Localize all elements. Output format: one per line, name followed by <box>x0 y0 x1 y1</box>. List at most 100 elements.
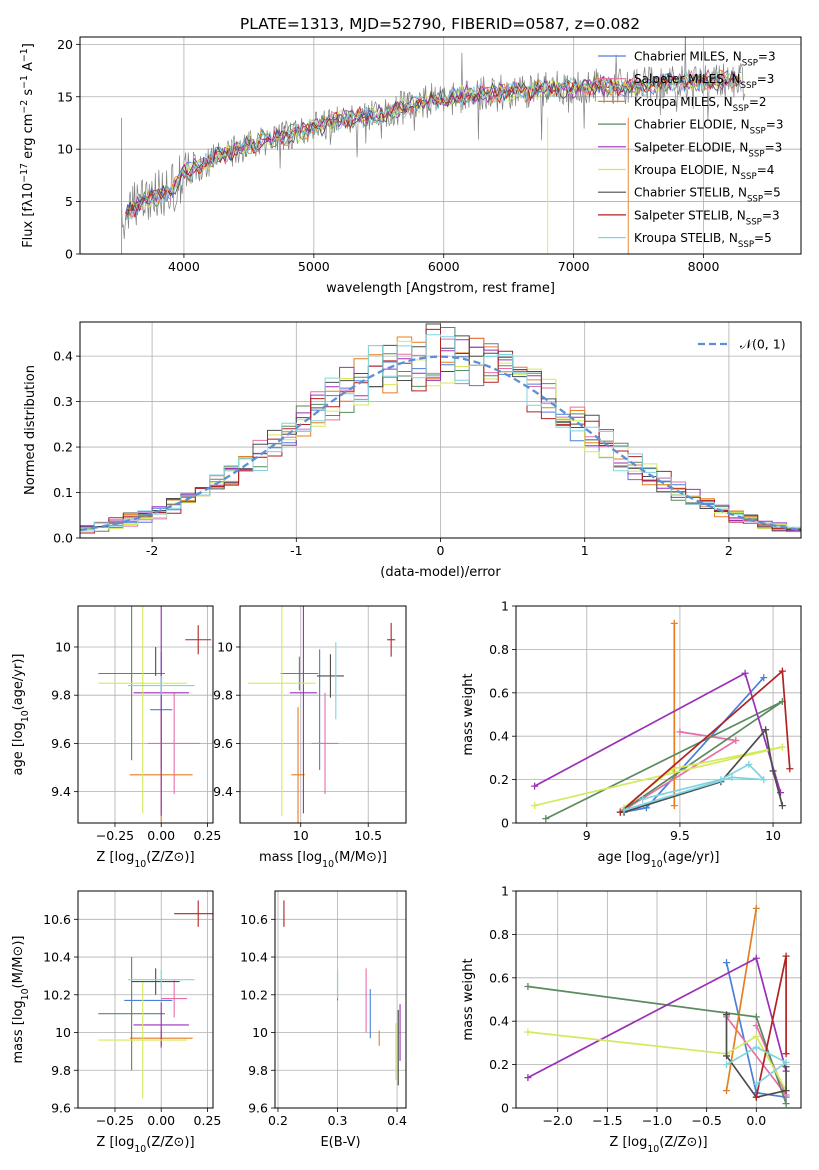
legend-label: Salpeter ELODIE, NSSP=3 <box>634 140 782 159</box>
residuals-tick-label-y: 0.3 <box>53 394 73 409</box>
weight-age-tick-label-x: 9 <box>583 828 591 843</box>
mass-z-errorbar <box>98 981 188 1099</box>
weight-z-tick-label-y: 0.8 <box>489 927 509 942</box>
spectrum-tick-label-x: 5000 <box>298 259 330 274</box>
weight-z-panel: −2.0 −1.5 −1.0 −0.5 0.0 0 0.2 0.4 0.6 0.8 1 Z [log1… <box>461 884 802 1155</box>
weight-z-series <box>723 1043 790 1088</box>
residuals-xlabel: (data-model)/error <box>380 565 501 580</box>
mass-ebv-tick-label-y: 10 <box>252 1025 268 1040</box>
weight-z-marker <box>752 1043 760 1051</box>
mass-z-ylabel: mass [log10(M/M⊙)] <box>11 935 31 1063</box>
weight-age-marker <box>769 767 777 775</box>
weight-z-series <box>524 982 790 1108</box>
weight-age-marker <box>778 743 786 751</box>
weight-age-marker <box>728 773 736 781</box>
mass-z-errorbar <box>98 957 165 1071</box>
weight-z-tick-label-x: −0.5 <box>691 1113 721 1128</box>
weight-age-plot-area <box>531 619 794 823</box>
age-z-tick-label-x: −0.25 <box>96 828 134 843</box>
age-z-errorbar <box>185 625 212 655</box>
residuals-axes-frame <box>79 321 802 539</box>
mass-ebv-tick-label-y: 9.6 <box>248 1101 268 1116</box>
age-mass-tick-label-y: 9.8 <box>213 688 233 703</box>
mass-z-tick-label-x: 0.25 <box>194 1113 222 1128</box>
mass-ebv-xlabel: E(B-V) <box>320 1135 360 1150</box>
weight-age-tick-label-y: 0.2 <box>489 772 509 787</box>
weight-age-tick-label-y: 0.4 <box>489 729 509 744</box>
mass-z-tick-label-y: 9.6 <box>51 1101 71 1116</box>
weight-z-marker <box>752 1080 760 1088</box>
age-mass-xlabel: mass [log10(M/M⊙)] <box>259 850 387 870</box>
age-mass-errorbar <box>311 692 339 795</box>
spectrum-ylabel: Flux [fλ10−17 erg cm−2 s−1 A−1] <box>19 43 37 248</box>
mass-z-errorbar <box>174 900 213 927</box>
weight-z-tick-label-y: 0.6 <box>489 970 509 985</box>
residuals-panel: -2 -1 0 1 2 0.0 0.1 0.2 0.3 0.4 (data-model)/error… <box>23 321 802 580</box>
weight-z-marker <box>723 959 731 967</box>
weight-age-marker <box>760 674 768 682</box>
weight-age-tick-label-x: 9.5 <box>670 828 690 843</box>
figure-title: PLATE=1313, MJD=52790, FIBERID=0587, z=0… <box>240 15 640 33</box>
mass-z-tick-label-y: 10.6 <box>43 912 71 927</box>
weight-age-panel: 9 9.5 10 0 0.2 0.4 0.6 0.8 1 age [log10(age/yr)] m… <box>461 599 802 870</box>
legend-label: Chabrier ELODIE, NSSP=3 <box>634 118 783 137</box>
spectrum-model-line <box>125 71 742 220</box>
spectrum-tick-label-x: 6000 <box>428 259 460 274</box>
residuals-tick-label-y: 0.1 <box>53 485 73 500</box>
weight-z-tick-label-y: 0 <box>501 1101 509 1116</box>
spectrum-tick-label-y: 5 <box>65 194 73 209</box>
mass-ebv-tick-label-y: 10.4 <box>240 950 268 965</box>
age-mass-errorbar <box>289 606 317 814</box>
mass-z-panel: −0.25 0.00 0.25 9.6 9.8 10 10.2 10.4 10.6 Z [log1… <box>11 890 222 1155</box>
weight-age-marker <box>542 815 550 823</box>
weight-age-marker <box>745 760 753 768</box>
age-mass-tick-label-y: 9.6 <box>213 736 233 751</box>
weight-z-ylabel: mass weight <box>461 958 476 1040</box>
weight-z-xlabel: Z [log10(Z/Z⊙)] <box>609 1135 707 1155</box>
legend-label: Chabrier STELIB, NSSP=5 <box>634 186 781 205</box>
weight-age-tick-label-y: 1 <box>501 599 509 614</box>
residuals-tick-label-x: -2 <box>146 543 158 558</box>
age-z-plot-area <box>98 606 212 823</box>
age-mass-errorbar <box>280 656 319 691</box>
weight-age-series <box>531 669 785 797</box>
legend-label: Kroupa MILES, NSSP=2 <box>634 95 767 114</box>
weight-age-xlabel: age [log10(age/yr)] <box>598 850 720 870</box>
legend-label: Salpeter STELIB, NSSP=3 <box>634 208 780 227</box>
weight-z-tick-label-y: 0.2 <box>489 1057 509 1072</box>
weight-z-marker <box>752 954 760 962</box>
weight-z-marker <box>524 1028 532 1036</box>
weight-age-marker <box>639 795 647 803</box>
spectrum-tick-label-y: 15 <box>57 89 73 104</box>
age-mass-axes-frame <box>239 605 407 824</box>
mass-z-tick-label-y: 10.4 <box>43 950 71 965</box>
residuals-tick-label-x: 2 <box>725 543 733 558</box>
mass-ebv-plot-area <box>283 900 401 1086</box>
mass-ebv-tick-label-x: 0.2 <box>268 1113 288 1128</box>
mass-z-tick-label-x: −0.25 <box>96 1113 134 1128</box>
mass-z-axes-frame <box>77 890 214 1109</box>
weight-z-marker <box>752 1093 760 1101</box>
spectrum-tick-label-x: 8000 <box>688 259 720 274</box>
spectrum-tick-label-x: 7000 <box>558 259 590 274</box>
weight-age-marker <box>732 737 740 745</box>
spectrum-tick-label-x: 4000 <box>168 259 200 274</box>
weight-z-marker <box>524 1074 532 1082</box>
weight-z-marker <box>752 1032 760 1040</box>
age-mass-plot-area <box>248 606 396 823</box>
mass-ebv-panel: 0.2 0.3 0.4 9.6 9.8 10 10.2 10.4 10.6 E(B-V) <box>240 890 407 1150</box>
mass-z-errorbar <box>161 979 188 1018</box>
age-mass-panel: 10 10.5 9.4 9.6 9.8 10 mass [log10(M/M⊙)] <box>213 605 407 870</box>
weight-age-tick-label-y: 0.6 <box>489 685 509 700</box>
mass-ebv-tick-label-x: 0.4 <box>387 1113 407 1128</box>
residuals-ylabel: Normed distribution <box>23 365 38 495</box>
mass-z-tick-label-y: 10.2 <box>43 987 71 1002</box>
residuals-tick-label-x: -1 <box>290 543 302 558</box>
weight-z-marker <box>723 1061 731 1069</box>
age-z-panel: −0.25 0.00 0.25 9.4 9.6 9.8 10 Z [log10(Z/Z⊙)] a… <box>11 605 221 870</box>
residual-histogram-step <box>80 334 801 532</box>
age-mass-tick-label-y: 9.4 <box>213 784 233 799</box>
mass-z-tick-label-y: 10 <box>55 1025 71 1040</box>
mass-ebv-tick-label-y: 10.6 <box>240 912 268 927</box>
residuals-tick-label-x: 0 <box>437 543 445 558</box>
